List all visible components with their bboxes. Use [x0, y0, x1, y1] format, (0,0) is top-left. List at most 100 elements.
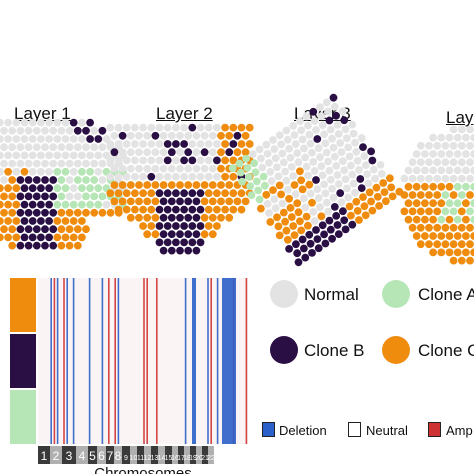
- spot: [457, 191, 466, 199]
- spot: [139, 123, 148, 132]
- spot: [114, 172, 123, 181]
- spot: [237, 140, 246, 148]
- spot: [453, 182, 462, 191]
- spot: [263, 149, 272, 158]
- cnv-band: [117, 278, 120, 444]
- spot: [466, 256, 474, 265]
- spot: [102, 200, 111, 209]
- spot: [294, 158, 303, 167]
- spot: [37, 151, 45, 160]
- cnv-band: [63, 278, 65, 444]
- spot: [24, 176, 33, 184]
- spot: [69, 200, 78, 209]
- spot: [159, 164, 168, 173]
- cnv-band: [108, 278, 110, 444]
- spot: [287, 213, 296, 221]
- spot: [333, 221, 342, 229]
- spot: [328, 134, 336, 143]
- spot: [200, 148, 209, 157]
- spot: [69, 151, 78, 160]
- spot: [159, 181, 168, 189]
- spot: [308, 148, 316, 157]
- spot: [135, 213, 143, 222]
- spot: [343, 134, 351, 143]
- spot: [118, 148, 127, 157]
- spot: [167, 164, 176, 173]
- spot: [16, 225, 25, 234]
- spot: [159, 197, 168, 206]
- spot: [159, 148, 168, 157]
- spot: [192, 213, 201, 222]
- spot: [135, 164, 143, 173]
- spot: [271, 204, 280, 213]
- spot: [184, 197, 193, 206]
- spot: [32, 159, 41, 168]
- spot: [151, 197, 160, 206]
- cnv-band: [184, 278, 187, 444]
- chromosome-block: [130, 446, 137, 464]
- spot: [135, 181, 143, 189]
- spot: [114, 140, 123, 148]
- spot: [57, 225, 66, 234]
- spot: [462, 232, 470, 240]
- spot: [196, 205, 205, 214]
- spot: [221, 140, 230, 148]
- spot: [131, 172, 139, 181]
- spot: [65, 143, 74, 152]
- layer-2-title: Layer 2: [156, 104, 213, 123]
- spot: [41, 126, 49, 135]
- spot: [433, 191, 442, 199]
- spot: [32, 176, 41, 184]
- spot: [229, 156, 238, 165]
- spot: [245, 123, 254, 132]
- spot: [298, 185, 307, 194]
- spot: [355, 216, 363, 224]
- spot: [369, 165, 378, 174]
- spot: [416, 141, 425, 150]
- spot: [334, 230, 343, 239]
- spot: [352, 197, 361, 206]
- spot: [61, 184, 70, 193]
- spot: [289, 172, 298, 180]
- spot: [217, 131, 225, 140]
- spot: [470, 232, 474, 240]
- spot: [429, 215, 437, 224]
- spot: [20, 151, 29, 160]
- spot: [445, 215, 454, 224]
- spot: [82, 225, 90, 234]
- spot: [404, 215, 413, 224]
- spot: [0, 200, 4, 209]
- spot: [308, 198, 316, 207]
- spot: [351, 138, 359, 147]
- spot: [445, 166, 454, 175]
- spot: [155, 156, 164, 165]
- layer-3-spot-map: [228, 93, 404, 267]
- spot: [57, 192, 66, 201]
- spot: [449, 158, 458, 167]
- spot: [301, 253, 310, 262]
- chromosome-label: 15: [165, 455, 173, 462]
- spot: [265, 159, 273, 167]
- spot: [69, 118, 78, 127]
- spot: [28, 118, 37, 127]
- spot: [445, 182, 454, 191]
- cnv-band: [210, 278, 212, 444]
- spot: [98, 159, 107, 168]
- spot: [305, 230, 314, 239]
- spot: [332, 111, 340, 120]
- spot: [340, 116, 349, 125]
- spot: [309, 107, 318, 116]
- spot: [167, 246, 176, 255]
- spot: [176, 230, 184, 239]
- spot: [45, 184, 53, 193]
- spot: [364, 179, 373, 188]
- spot: [312, 226, 320, 234]
- spot: [20, 184, 29, 193]
- spot: [341, 225, 350, 234]
- spot: [359, 193, 367, 202]
- spot: [330, 102, 339, 111]
- spot: [217, 148, 225, 157]
- spot: [163, 172, 172, 181]
- chromosome-block: [38, 446, 50, 464]
- spot: [8, 176, 17, 184]
